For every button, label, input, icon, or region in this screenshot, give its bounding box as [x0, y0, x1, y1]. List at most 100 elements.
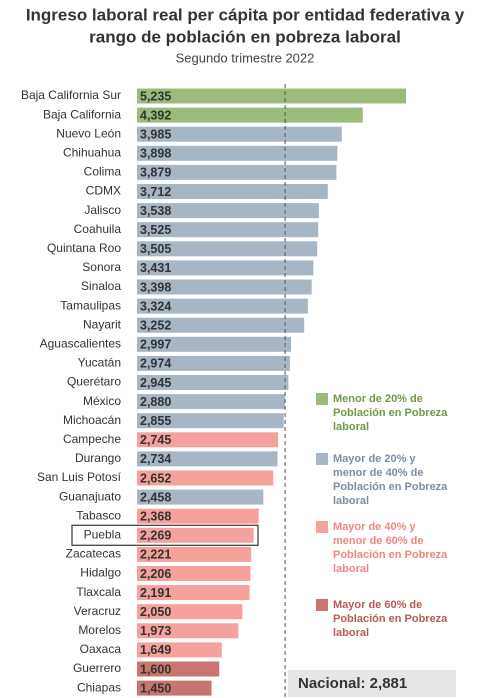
bar [137, 546, 252, 562]
value-label: 1,973 [140, 624, 171, 638]
value-label: 2,652 [140, 471, 171, 485]
category-label: Tlaxcala [76, 585, 121, 599]
category-label: Durango [75, 451, 121, 465]
legend-swatch [316, 453, 328, 465]
value-label: 3,525 [140, 223, 171, 237]
value-label: 2,997 [140, 338, 171, 352]
legend-label: Menor de 20% de Población en Pobreza lab… [333, 393, 448, 433]
category-label: Campeche [63, 432, 121, 446]
category-label: Nayarit [83, 317, 122, 331]
category-label: Jalisco [84, 203, 121, 217]
bar [137, 88, 407, 104]
value-label: 3,431 [140, 261, 171, 275]
value-label: 1,649 [140, 643, 171, 657]
legend-swatch [316, 599, 328, 611]
bar [137, 489, 264, 505]
bar [137, 126, 342, 142]
bar [137, 298, 308, 314]
value-label: 3,879 [140, 166, 171, 180]
category-label: Veracruz [74, 604, 121, 618]
bar [137, 394, 286, 410]
bar [137, 184, 328, 199]
bar [137, 527, 254, 543]
value-label: 3,505 [140, 242, 171, 256]
value-label: 2,206 [140, 567, 171, 581]
bar [137, 585, 250, 601]
national-box [288, 670, 456, 697]
category-label: Tamaulipas [60, 298, 121, 312]
bar [137, 623, 239, 639]
category-label: Michoacán [63, 413, 121, 427]
category-label: Oaxaca [80, 642, 122, 656]
bar [137, 642, 222, 658]
bar [137, 413, 284, 429]
bar [137, 451, 278, 467]
bar [137, 241, 318, 257]
value-label: 3,985 [140, 127, 171, 141]
legend-label: Mayor de 20% y menor de 40% de Población… [333, 453, 448, 507]
value-label: 2,880 [140, 395, 171, 409]
category-label: Querétaro [67, 375, 121, 389]
category-label: San Luis Potosí [37, 470, 122, 484]
category-label: Morelos [78, 623, 121, 637]
bar [137, 661, 220, 677]
category-label: México [83, 394, 121, 408]
value-label: 5,235 [140, 89, 171, 103]
bar [137, 145, 338, 161]
category-label: Nuevo León [56, 126, 121, 140]
category-label: Guanajuato [59, 489, 121, 503]
category-label: Sonora [82, 260, 121, 274]
value-label: 2,745 [140, 433, 171, 447]
bar [137, 222, 319, 238]
category-label: Coahuila [74, 222, 122, 236]
category-label: Tabasco [76, 508, 121, 522]
value-label: 2,974 [140, 357, 171, 371]
bar [137, 566, 251, 581]
value-label: 3,252 [140, 318, 171, 332]
category-label: Colima [84, 165, 122, 179]
value-label: 1,600 [140, 662, 171, 676]
highlight-box [71, 524, 259, 546]
legend-label: Mayor de 60% de Población en Pobreza lab… [333, 599, 448, 639]
category-label: Aguascalientes [40, 336, 121, 350]
category-label: Baja California [43, 107, 121, 121]
bar [137, 432, 279, 448]
value-label: 4,392 [140, 108, 171, 122]
value-label: 2,269 [140, 529, 171, 543]
category-label: Quintana Roo [47, 241, 121, 255]
bar [137, 470, 274, 486]
national-label: Nacional: 2,881 [298, 675, 407, 692]
value-label: 2,734 [140, 452, 171, 466]
category-label: Chihuahua [63, 145, 121, 159]
category-label: Baja California Sur [21, 88, 121, 102]
bar [137, 164, 337, 180]
bar [137, 680, 212, 696]
value-label: 1,450 [140, 681, 171, 695]
category-label: Zacatecas [66, 547, 121, 561]
bar [137, 260, 314, 276]
category-label: CDMX [86, 184, 121, 198]
legend-swatch [316, 393, 328, 405]
bar [137, 279, 312, 295]
value-label: 2,221 [140, 548, 171, 562]
bar [137, 336, 292, 352]
value-label: 2,458 [140, 490, 171, 504]
category-label: Hidalgo [80, 566, 121, 580]
value-label: 2,191 [140, 586, 171, 600]
category-label: Puebla [84, 527, 122, 541]
value-label: 2,050 [140, 605, 171, 619]
bar [137, 508, 259, 524]
value-label: 3,712 [140, 185, 171, 199]
bar [137, 604, 243, 620]
legend-swatch [316, 521, 328, 533]
bar [137, 355, 290, 371]
category-label: Yucatán [78, 356, 121, 370]
bar [137, 203, 319, 219]
value-label: 3,324 [140, 299, 171, 313]
chart-title: rango de población en pobreza laboral [89, 27, 401, 46]
value-label: 3,398 [140, 280, 171, 294]
value-label: 3,538 [140, 204, 171, 218]
value-label: 2,855 [140, 414, 171, 428]
